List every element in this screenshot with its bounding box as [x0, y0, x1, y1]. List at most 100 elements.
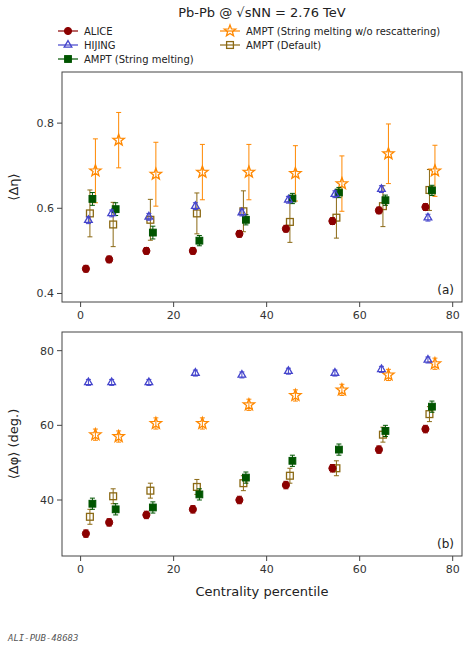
- watermark: ALI-PUB-48683: [7, 633, 78, 643]
- error-bar: [197, 489, 202, 500]
- point: [90, 165, 101, 176]
- point: [282, 481, 289, 488]
- y-tick: [57, 208, 62, 209]
- point: [242, 474, 249, 481]
- point: [236, 496, 243, 503]
- point: [113, 134, 124, 145]
- point: [150, 417, 161, 428]
- point: [331, 369, 339, 376]
- point: [143, 511, 150, 518]
- x-tick-label: 0: [77, 563, 84, 576]
- error-bar: [87, 509, 92, 524]
- error-bar: [383, 425, 388, 436]
- series: [85, 356, 432, 386]
- point: [429, 358, 440, 369]
- error-bar: [383, 195, 388, 205]
- point: [112, 506, 119, 513]
- point: [149, 504, 156, 511]
- series: [85, 185, 432, 224]
- point: [285, 367, 293, 374]
- point: [189, 506, 196, 513]
- point: [422, 425, 429, 432]
- point: [287, 219, 294, 226]
- point: [108, 209, 116, 216]
- point: [238, 208, 246, 215]
- error-bar: [336, 444, 341, 455]
- point: [85, 216, 93, 223]
- point: [85, 378, 93, 385]
- error-bar: [293, 146, 298, 201]
- error-bar: [116, 112, 121, 167]
- error-bar: [150, 502, 155, 513]
- error-bar: [111, 489, 116, 504]
- point: [110, 221, 117, 228]
- point: [290, 167, 301, 178]
- x-axis-label: Centrality percentile: [196, 584, 329, 599]
- point: [429, 165, 440, 176]
- x-tick-label: 40: [260, 563, 274, 576]
- point: [89, 500, 96, 507]
- y-tick: [57, 350, 62, 351]
- point: [336, 178, 347, 189]
- point: [375, 207, 382, 214]
- point: [242, 216, 249, 223]
- error-bar: [287, 201, 292, 242]
- point: [383, 148, 394, 159]
- point: [375, 446, 382, 453]
- series: [87, 170, 433, 247]
- legend-label: ALICE: [84, 26, 113, 37]
- legend: ALICEHIJINGAMPT (String melting)AMPT (St…: [58, 25, 440, 65]
- point: [143, 247, 150, 254]
- point: [289, 457, 296, 464]
- x-tick: [266, 556, 267, 561]
- point: [424, 356, 432, 363]
- point: [89, 196, 96, 203]
- error-bar: [90, 193, 95, 206]
- error-bar: [386, 124, 391, 184]
- point: [429, 403, 436, 410]
- x-tick: [266, 302, 267, 307]
- y-tick-label: 80: [40, 345, 54, 358]
- y-tick: [57, 123, 62, 124]
- error-bar: [153, 142, 158, 206]
- error-bar: [339, 156, 344, 211]
- point: [197, 417, 208, 428]
- error-bar: [200, 144, 205, 199]
- y-tick-label: 0.6: [37, 202, 55, 215]
- series: [89, 185, 435, 245]
- point: [108, 378, 116, 385]
- y-tick: [57, 425, 62, 426]
- legend-symbol: [224, 25, 235, 36]
- series: [87, 407, 433, 525]
- y-tick: [57, 293, 62, 294]
- error-bar: [429, 401, 434, 412]
- point: [378, 185, 386, 192]
- error-bar: [93, 139, 98, 203]
- point: [285, 195, 293, 202]
- panel-label: (b): [437, 537, 454, 551]
- point: [189, 247, 196, 254]
- x-tick: [359, 302, 360, 307]
- point: [236, 230, 243, 237]
- x-tick-label: 60: [353, 309, 367, 322]
- point: [282, 225, 289, 232]
- point: [422, 203, 429, 210]
- legend-symbol: [65, 56, 72, 63]
- series: [82, 203, 429, 272]
- y-tick-label: 0.8: [37, 117, 55, 130]
- x-tick-label: 80: [446, 309, 460, 322]
- point: [149, 229, 156, 236]
- point: [145, 378, 153, 385]
- legend-symbol: [220, 44, 240, 45]
- y-tick-label: 40: [40, 494, 54, 507]
- point: [192, 202, 200, 209]
- point: [329, 217, 336, 224]
- y-tick-label: 60: [40, 419, 54, 432]
- point: [382, 428, 389, 435]
- error-bar: [150, 226, 155, 239]
- plot-area: [82, 112, 440, 272]
- point: [82, 265, 89, 272]
- error-bar: [194, 193, 199, 234]
- point: [106, 256, 113, 263]
- point: [87, 210, 94, 217]
